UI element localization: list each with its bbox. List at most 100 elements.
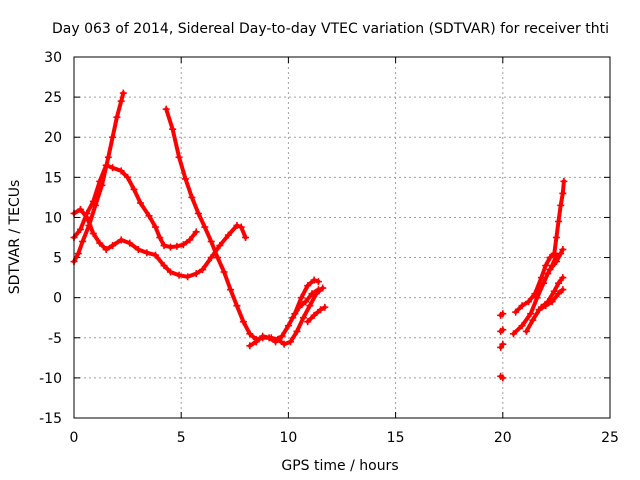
series-layer <box>70 89 568 382</box>
y-tick-label: 0 <box>53 291 62 307</box>
data-point <box>555 279 563 287</box>
data-point <box>557 201 565 209</box>
data-point <box>559 286 567 294</box>
data-point <box>85 221 93 229</box>
data-point <box>525 298 533 306</box>
data-point <box>544 298 552 306</box>
y-tick-label: -15 <box>39 411 62 427</box>
series-track-2 <box>70 205 250 281</box>
data-point <box>552 258 560 266</box>
series-track-9 <box>497 340 507 351</box>
data-point <box>544 270 552 278</box>
data-point <box>74 250 82 258</box>
data-point <box>134 246 142 254</box>
y-tick-label: 5 <box>53 251 62 267</box>
data-point <box>308 290 316 298</box>
data-point <box>499 340 507 348</box>
series-track-8 <box>497 372 507 382</box>
data-point <box>319 284 327 292</box>
series-track-15 <box>537 274 567 311</box>
data-point <box>542 262 550 270</box>
data-point <box>314 278 322 286</box>
data-point <box>175 153 183 161</box>
chart-title: Day 063 of 2014, Sidereal Day-to-day VTE… <box>52 21 609 37</box>
data-point <box>117 167 125 175</box>
series-track-7 <box>304 303 329 326</box>
data-point <box>136 199 144 207</box>
data-point <box>224 231 232 239</box>
data-point <box>96 239 104 247</box>
data-point <box>310 276 318 284</box>
data-point <box>160 242 168 250</box>
data-point <box>102 246 110 254</box>
data-point <box>287 338 295 346</box>
series-track-17 <box>550 177 568 258</box>
data-point <box>117 97 125 105</box>
data-point <box>216 242 224 250</box>
series-trace <box>72 207 248 279</box>
data-point <box>156 234 164 241</box>
data-point <box>522 327 530 335</box>
data-point <box>130 185 138 193</box>
data-point <box>143 249 151 257</box>
data-point <box>124 173 132 181</box>
data-point <box>499 326 507 334</box>
y-tick-label: 20 <box>44 130 62 146</box>
data-point <box>233 302 241 310</box>
tick-layer <box>73 56 611 419</box>
data-point <box>117 236 125 244</box>
data-point <box>184 273 192 281</box>
data-point <box>512 308 520 316</box>
x-tick-label: 5 <box>177 430 186 446</box>
data-point <box>162 105 170 113</box>
series-trace <box>548 247 565 272</box>
data-point <box>310 311 318 319</box>
data-point <box>265 334 273 342</box>
data-point <box>284 322 292 330</box>
data-point <box>166 268 174 276</box>
data-point <box>246 330 254 338</box>
data-point <box>550 250 558 258</box>
series-trace <box>247 278 321 348</box>
data-point <box>173 242 181 250</box>
data-point <box>555 290 563 298</box>
x-tick-label: 10 <box>279 430 297 446</box>
data-point <box>207 238 215 246</box>
series-track-1 <box>70 161 200 251</box>
data-point <box>186 236 194 244</box>
data-point <box>527 310 535 318</box>
data-point <box>214 254 222 262</box>
series-track-6 <box>289 286 322 322</box>
data-point <box>119 89 127 97</box>
data-point <box>237 223 245 231</box>
data-point <box>220 268 228 276</box>
data-point <box>113 113 121 121</box>
data-point <box>304 282 312 290</box>
data-point <box>533 294 541 302</box>
data-point <box>79 238 87 246</box>
series-track-11 <box>497 310 507 319</box>
data-point <box>314 286 322 294</box>
data-point <box>207 254 215 262</box>
data-point <box>126 239 134 247</box>
data-point <box>246 342 254 350</box>
plot-frame <box>73 56 611 419</box>
data-point <box>306 302 314 310</box>
data-point <box>76 225 84 233</box>
data-point <box>559 189 567 197</box>
data-point <box>317 306 325 314</box>
data-point <box>169 125 177 133</box>
data-point <box>227 286 235 294</box>
data-point <box>151 251 159 259</box>
data-point <box>239 318 247 326</box>
data-point <box>151 223 159 231</box>
data-point <box>175 271 183 279</box>
data-point <box>89 229 97 237</box>
data-point <box>555 217 563 225</box>
series-trace <box>305 305 327 324</box>
y-tick-label: 25 <box>44 90 62 106</box>
y-tick-label: -5 <box>48 331 62 347</box>
data-point <box>529 316 537 324</box>
data-point <box>83 213 91 221</box>
